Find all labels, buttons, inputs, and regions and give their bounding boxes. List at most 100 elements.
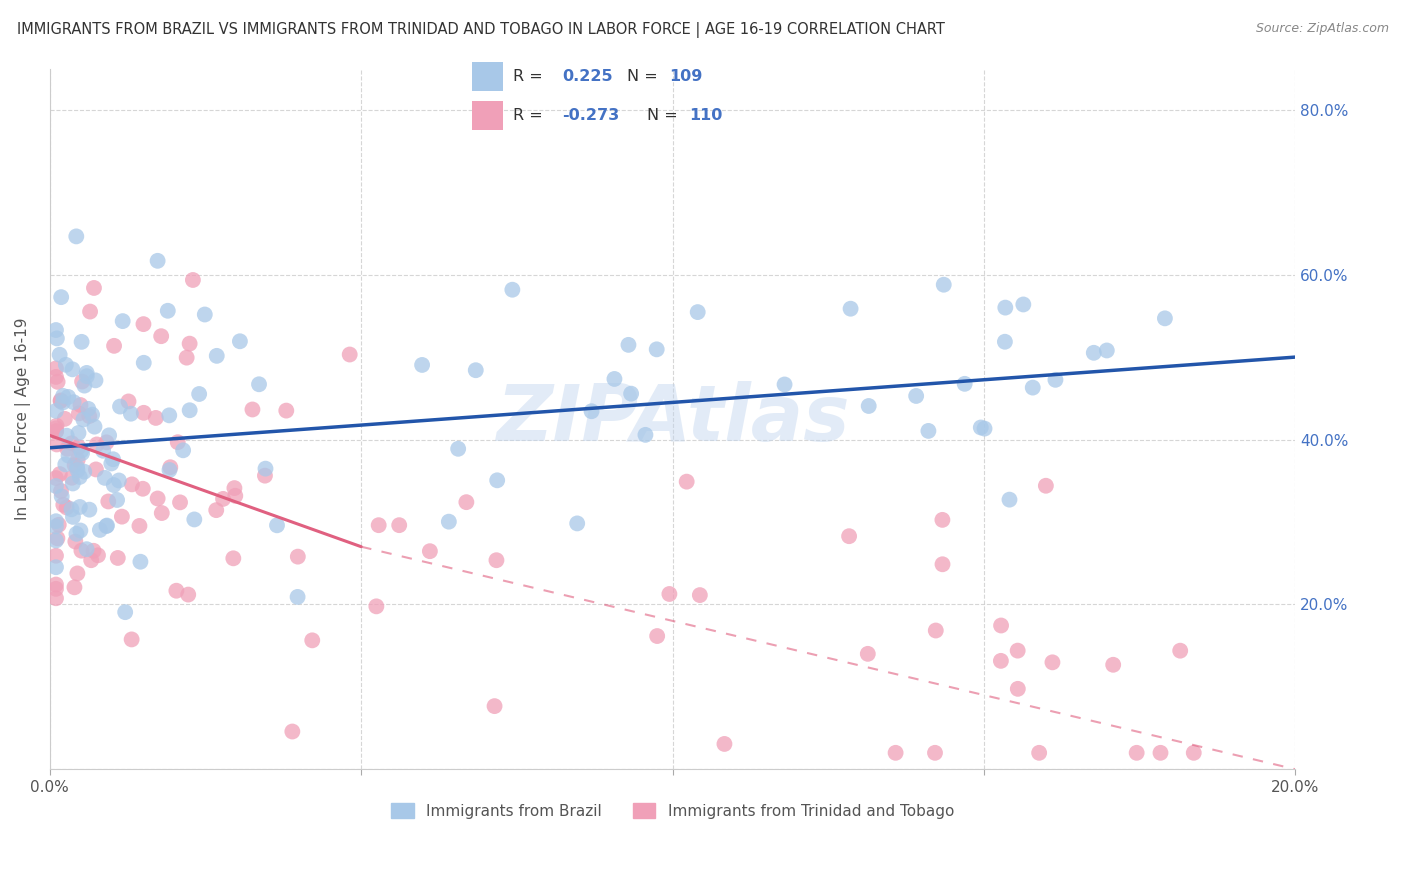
Point <box>367 518 389 533</box>
Point <box>58 449 80 463</box>
Point <box>49 467 72 481</box>
Point <box>66 453 89 467</box>
Point <box>994 301 1017 315</box>
Point <box>620 386 643 401</box>
Point <box>1012 297 1035 311</box>
Point <box>63 580 86 594</box>
Point <box>1149 746 1171 760</box>
Point <box>83 419 105 434</box>
Point <box>177 588 200 602</box>
Point <box>94 471 117 485</box>
Point <box>121 477 143 491</box>
Point <box>79 502 101 516</box>
Point <box>205 503 228 517</box>
Point <box>45 582 67 596</box>
Point <box>146 253 169 268</box>
Point <box>287 549 309 564</box>
Point <box>55 428 77 442</box>
Point <box>45 549 67 563</box>
Point <box>485 553 508 567</box>
Point <box>339 347 361 361</box>
Point <box>224 481 246 495</box>
Point <box>45 370 67 384</box>
Point <box>65 229 87 244</box>
Text: ZIPAtlas: ZIPAtlas <box>496 381 849 457</box>
Point <box>45 404 67 418</box>
Point <box>114 605 136 619</box>
Point <box>222 551 245 566</box>
Point <box>713 737 735 751</box>
Point <box>79 304 101 318</box>
Point <box>486 473 509 487</box>
Point <box>998 492 1021 507</box>
Point <box>194 308 217 322</box>
Point <box>165 583 187 598</box>
Point <box>839 301 862 316</box>
Point <box>45 519 67 533</box>
Point <box>132 356 155 370</box>
Point <box>82 408 104 422</box>
Point <box>970 420 993 434</box>
Point <box>96 519 118 533</box>
Point <box>103 339 125 353</box>
Point <box>858 399 880 413</box>
Point <box>150 506 173 520</box>
Point <box>84 462 107 476</box>
Point <box>69 500 91 514</box>
Point <box>838 529 860 543</box>
Point <box>447 442 470 456</box>
Point <box>276 403 298 417</box>
Point <box>179 403 201 417</box>
Point <box>1102 657 1125 672</box>
Point <box>157 409 180 423</box>
Point <box>1022 381 1045 395</box>
Point <box>60 436 83 450</box>
Point <box>675 475 697 489</box>
Point <box>69 524 91 538</box>
Point <box>45 323 67 337</box>
Point <box>464 363 486 377</box>
Point <box>117 394 139 409</box>
Point <box>53 412 76 426</box>
Point <box>145 411 167 425</box>
Point <box>254 461 277 475</box>
Point <box>917 424 939 438</box>
Point <box>72 412 94 426</box>
Point <box>84 373 107 387</box>
Point <box>55 358 77 372</box>
Point <box>89 523 111 537</box>
Point <box>905 389 928 403</box>
Point <box>128 519 150 533</box>
Point <box>76 542 98 557</box>
Point <box>108 474 131 488</box>
Legend: Immigrants from Brazil, Immigrants from Trinidad and Tobago: Immigrants from Brazil, Immigrants from … <box>385 797 960 825</box>
Point <box>581 404 603 418</box>
Point <box>132 406 155 420</box>
Point <box>51 490 73 504</box>
Point <box>67 425 90 440</box>
Point <box>60 471 83 485</box>
Point <box>159 463 181 477</box>
Point <box>76 369 98 384</box>
Point <box>658 587 681 601</box>
Point <box>990 654 1012 668</box>
Point <box>181 273 204 287</box>
Point <box>419 544 441 558</box>
Point <box>156 303 179 318</box>
Point <box>437 515 460 529</box>
Point <box>70 443 93 458</box>
Point <box>183 512 205 526</box>
Point <box>205 349 228 363</box>
Point <box>1042 656 1064 670</box>
Point <box>77 401 100 416</box>
Point <box>132 482 155 496</box>
Point <box>45 421 67 435</box>
Point <box>166 435 188 450</box>
Point <box>45 591 67 606</box>
Point <box>1182 746 1205 760</box>
Point <box>172 443 194 458</box>
Point <box>69 398 91 412</box>
Point <box>108 400 131 414</box>
Point <box>48 517 70 532</box>
Point <box>46 375 69 389</box>
